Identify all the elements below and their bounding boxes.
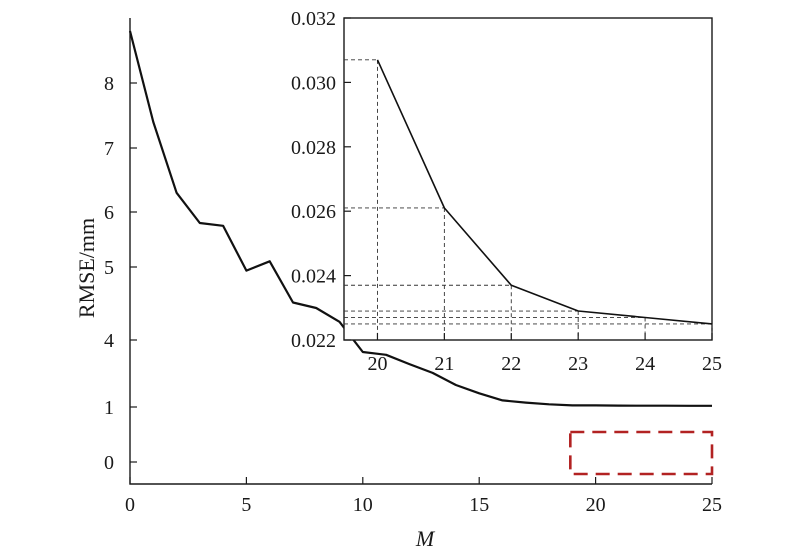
inset-y-tick-label: 0.022 (291, 330, 336, 352)
main-y-tick-label: 0 (104, 452, 114, 474)
main-y-tick-label: 7 (104, 138, 114, 160)
inset-y-tick-label: 0.024 (291, 266, 336, 288)
inset-series-line (376, 59, 713, 325)
main-y-tick-label: 8 (104, 73, 114, 95)
x-axis-label: M (415, 526, 436, 551)
inset-x-tick-label: 21 (434, 353, 454, 375)
inset-x-tick-label: 24 (635, 353, 655, 375)
main-x-tick-label: 20 (586, 494, 606, 516)
main-y-tick-label: 1 (104, 397, 114, 419)
inset-x-tick-label: 23 (568, 353, 588, 375)
main-x-tick-label: 0 (125, 494, 135, 516)
inset-y-tick-label: 0.028 (291, 137, 336, 159)
main-x-tick-label: 25 (702, 494, 722, 516)
inset-x-tick-label: 20 (367, 353, 387, 375)
main-y-tick-label: 6 (104, 202, 114, 224)
inset-y-ticks: 0.032 0.030 0.028 0.026 0.024 0.022 (291, 8, 351, 352)
main-y-tick-label: 4 (104, 330, 114, 352)
inset-frame (343, 17, 713, 341)
zoom-highlight-box (569, 430, 714, 476)
inset-guide-lines (344, 59, 713, 340)
inset-x-tick-label: 22 (501, 353, 521, 375)
main-y-tick-label: 5 (104, 257, 114, 279)
y-axis-label: RMSE/mm (74, 218, 99, 318)
inset-x-tick-label: 25 (702, 353, 722, 375)
main-x-tick-label: 10 (353, 494, 373, 516)
main-x-tick-label: 5 (241, 494, 251, 516)
inset-y-tick-label: 0.026 (291, 201, 336, 223)
inset-y-tick-label: 0.032 (291, 8, 336, 30)
inset-x-ticks: 20 21 22 23 24 25 (367, 333, 722, 375)
main-x-tick-label: 15 (469, 494, 489, 516)
inset-y-tick-label: 0.030 (291, 72, 336, 94)
main-y-ticks: 98765410 (104, 73, 137, 474)
main-x-ticks: 0 5 10 15 20 25 (125, 477, 722, 516)
rmse-series-line (128, 30, 712, 407)
